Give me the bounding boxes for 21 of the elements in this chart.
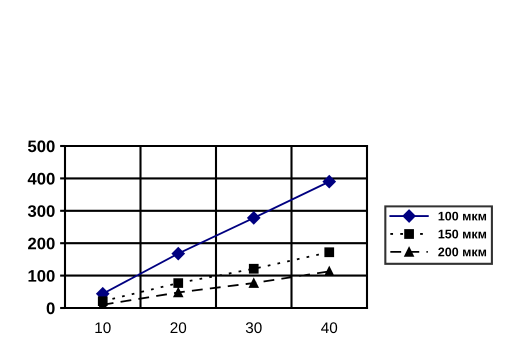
- legend-label: 200 мкм: [438, 248, 486, 256]
- point: [322, 175, 336, 188]
- y-tick-label: 200: [28, 238, 55, 250]
- point: [248, 264, 259, 274]
- y-tick-label: 100: [28, 270, 55, 282]
- x-tick-label: 10: [95, 322, 111, 334]
- x-tick-label: 20: [170, 322, 186, 334]
- y-tick-label: 300: [28, 205, 55, 218]
- legend-label: 150 мкм: [438, 230, 486, 238]
- y-tick-label: 400: [28, 172, 55, 185]
- point: [173, 278, 184, 288]
- legend-label: 100 мкм: [438, 212, 486, 221]
- point: [172, 246, 185, 260]
- point: [248, 278, 259, 288]
- y-tick-label: 0: [46, 302, 55, 314]
- point: [247, 211, 260, 225]
- point: [324, 247, 334, 258]
- point: [173, 288, 184, 298]
- x-tick-label: 30: [246, 322, 262, 334]
- x-tick-label: 40: [321, 322, 338, 334]
- y-tick-label: 500: [28, 140, 55, 152]
